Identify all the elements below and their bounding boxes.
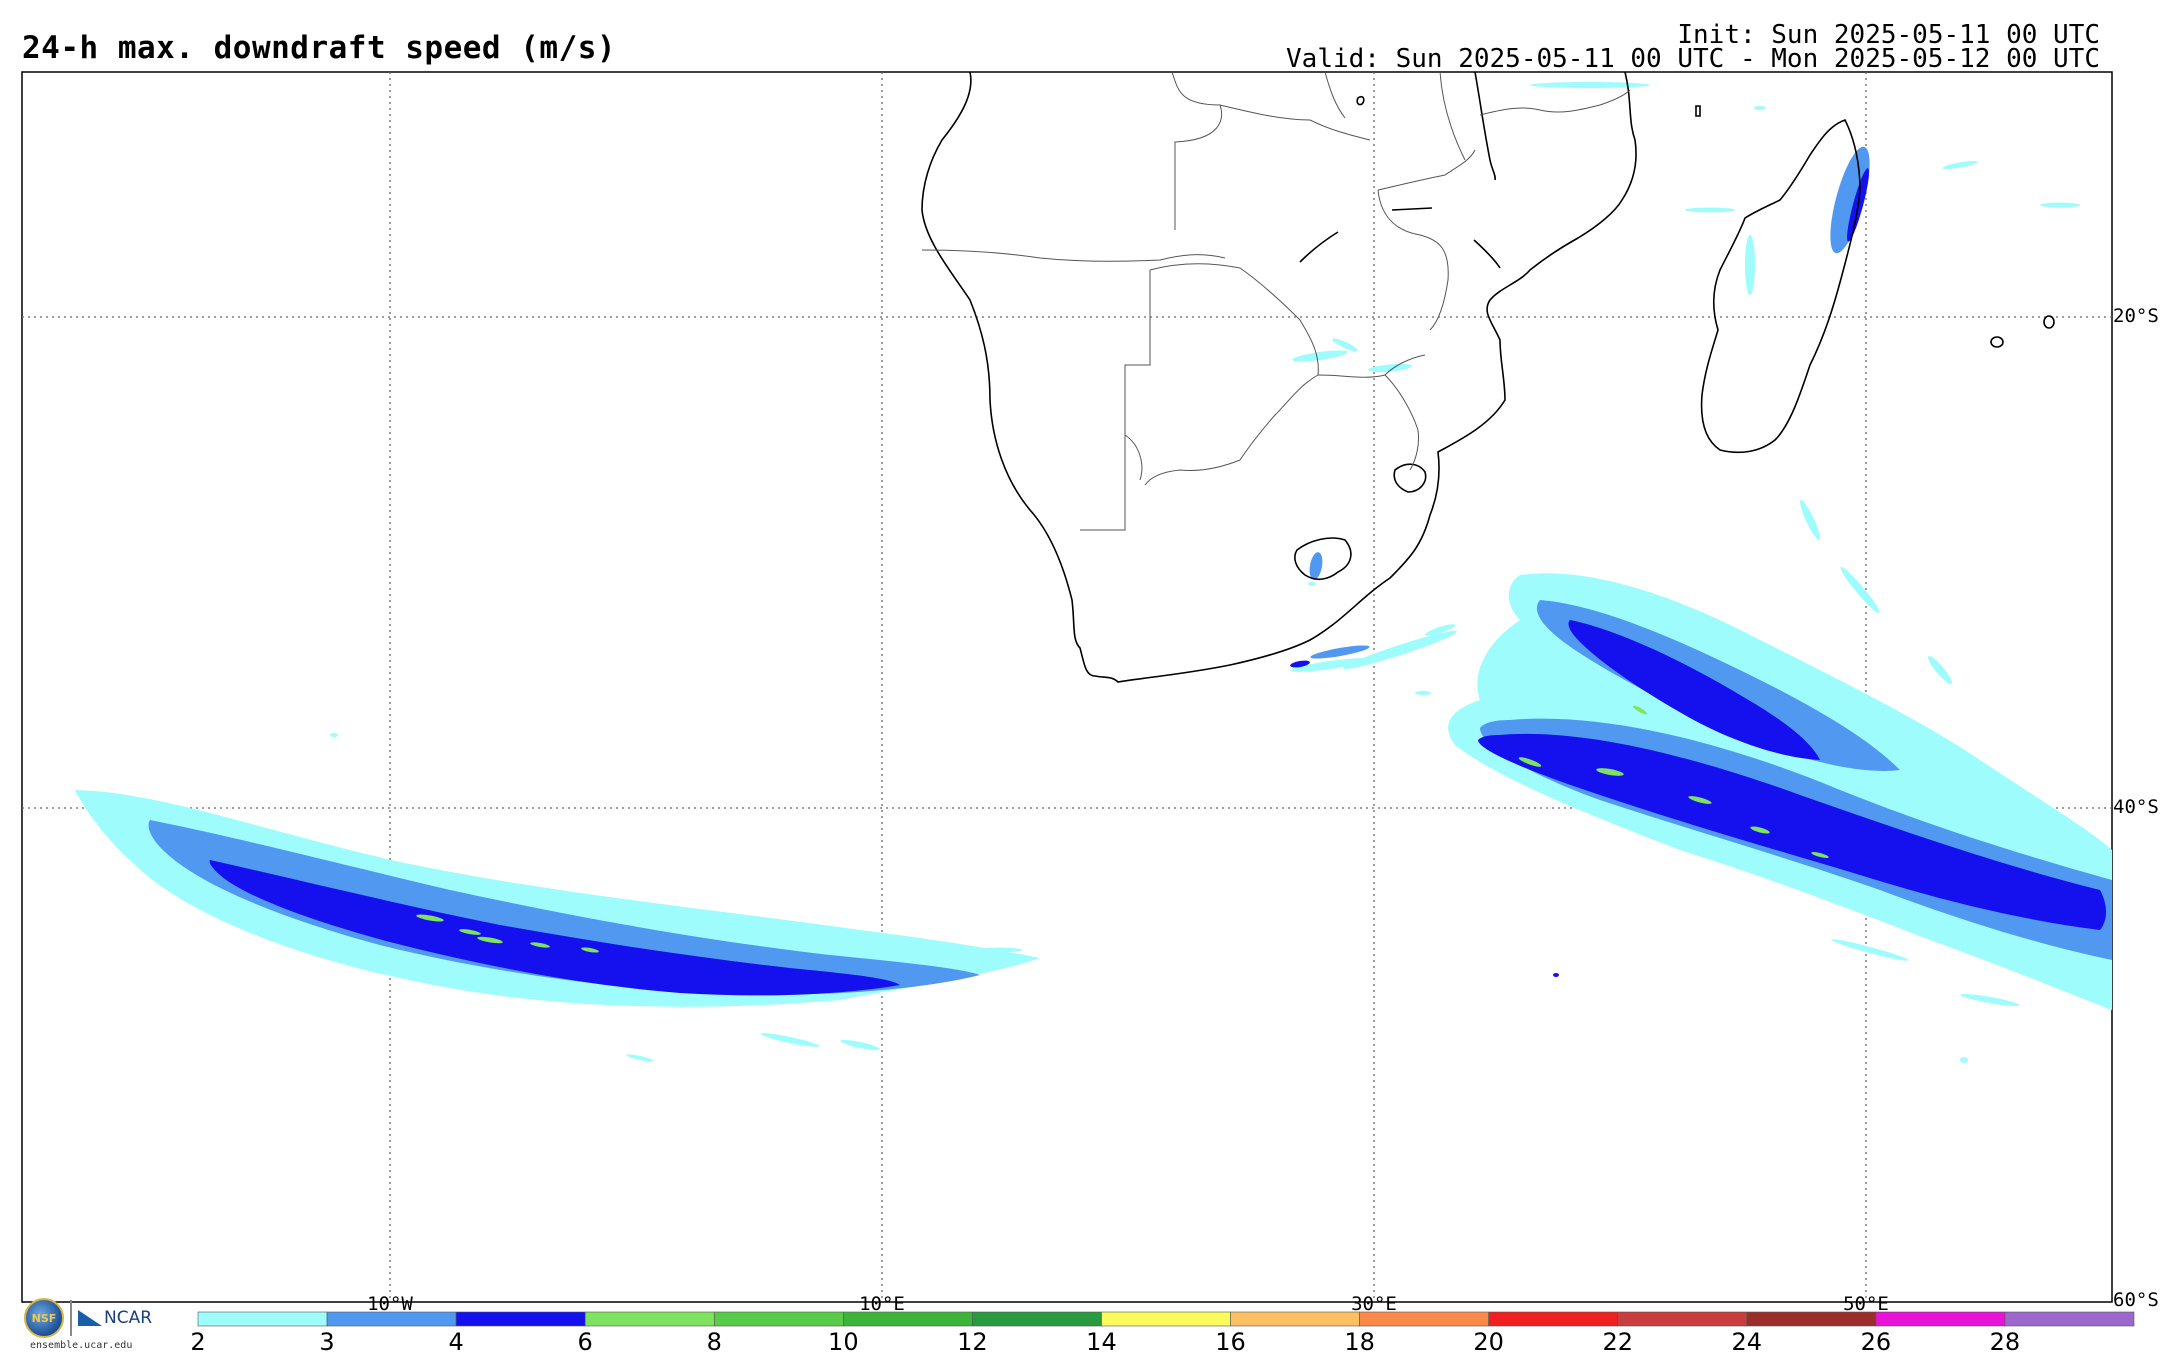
downdraft-band-east [1448, 499, 2112, 1063]
mauritius [2043, 315, 2055, 329]
colorbar-label: 18 [1344, 1328, 1375, 1356]
init-time: Init: Sun 2025-05-11 00 UTC [1677, 20, 2100, 50]
colorbar-label: 16 [1215, 1328, 1246, 1356]
colorbar-label: 24 [1731, 1328, 1763, 1356]
lon-label-10w: 10°W [367, 1293, 413, 1315]
mozambique-channel-line [1473, 239, 1501, 269]
colorbar-label: 22 [1602, 1328, 1633, 1356]
colorbar-segment [972, 1311, 1102, 1327]
colorbar-label: 14 [1086, 1328, 1117, 1356]
colorbar-segment [197, 1311, 328, 1327]
colorbar-segment [1101, 1311, 1231, 1327]
country-borders [921, 71, 1631, 531]
colorbar-label: 10 [828, 1328, 859, 1356]
colorbar-segment [713, 1311, 844, 1327]
nsf-logo: NSF [24, 1298, 64, 1338]
ncar-mark-icon [78, 1310, 102, 1326]
colorbar-segment [1746, 1311, 1877, 1327]
colorbar-segment [584, 1311, 715, 1327]
colorbar-segment [326, 1311, 457, 1327]
colorbar-label: 8 [706, 1328, 722, 1356]
madagascar-coast [1700, 119, 1861, 454]
colorbar-label: 3 [319, 1328, 335, 1356]
colorbar-segment [1488, 1311, 1619, 1327]
lon-label-30e: 30°E [1351, 1293, 1397, 1315]
lon-label-50e: 50°E [1843, 1293, 1889, 1315]
map-title: 24-h max. downdraft speed (m/s) [22, 30, 617, 66]
colorbar-label: 6 [577, 1328, 593, 1356]
colorbar-segment [1875, 1311, 2006, 1327]
colorbar-label: 2 [190, 1328, 206, 1356]
colorbar-segment [843, 1311, 973, 1327]
coastlines [921, 71, 2055, 683]
colorbar-label: 28 [1989, 1328, 2021, 1356]
africa-coast [921, 71, 1637, 683]
ncar-logo-text: NCAR [104, 1308, 153, 1328]
downdraft-scattered [1290, 82, 2080, 977]
comoros [1695, 105, 1701, 117]
logos: NSF NCAR [24, 1298, 152, 1338]
colorbar-segment [1230, 1311, 1360, 1327]
colorbar-segment [1617, 1311, 1748, 1327]
lake-victoria [1356, 95, 1365, 106]
reunion [1990, 336, 2004, 348]
valid-time: Valid: Sun 2025-05-11 00 UTC - Mon 2025-… [1286, 44, 2100, 74]
logo-divider [70, 1300, 72, 1336]
site-url: ensemble.ucar.edu [30, 1340, 133, 1351]
lat-label-40s: 40°S [2113, 796, 2159, 818]
colorbar-label: 12 [957, 1328, 988, 1356]
lake-tanganyika [1391, 207, 1433, 211]
lesotho [1294, 537, 1352, 581]
downdraft-band-west [75, 733, 1040, 1062]
colorbar-segment [2004, 1311, 2135, 1327]
colorbar-label: 26 [1860, 1328, 1892, 1356]
colorbar-segment [455, 1311, 586, 1327]
ncar-logo: NCAR [78, 1308, 152, 1328]
colorbar [197, 1311, 2135, 1327]
colorbar-label: 20 [1473, 1328, 1504, 1356]
colorbar-label: 4 [448, 1328, 464, 1356]
lake-malawi [1474, 71, 1496, 181]
lat-label-60s: 60°S [2113, 1289, 2159, 1311]
eswatini [1393, 463, 1427, 493]
lon-label-10e: 10°E [859, 1293, 905, 1315]
colorbar-segment [1359, 1311, 1489, 1327]
lake-kariba [1299, 231, 1339, 263]
lat-label-20s: 20°S [2113, 305, 2159, 327]
